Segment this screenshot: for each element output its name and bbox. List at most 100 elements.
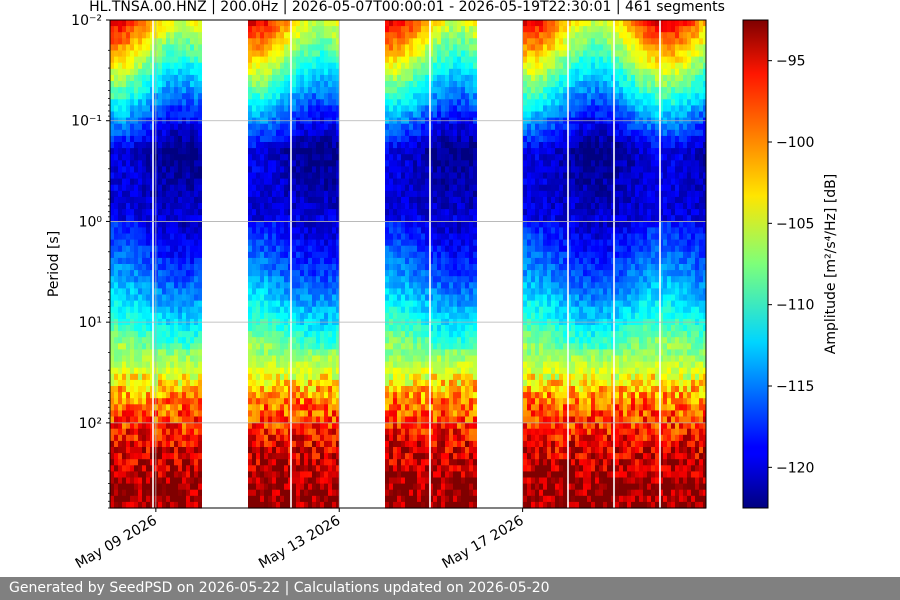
psd-cell <box>308 50 312 58</box>
psd-cell <box>198 361 202 369</box>
psd-cell <box>138 209 142 216</box>
psd-cell <box>312 337 316 344</box>
psd-cell <box>186 93 190 100</box>
psd-cell <box>312 44 316 52</box>
psd-cell <box>324 471 328 479</box>
psd-cell <box>421 215 425 222</box>
psd-cell <box>174 62 178 70</box>
psd-cell <box>158 190 162 198</box>
psd-cell <box>304 160 308 167</box>
psd-cell <box>304 483 308 491</box>
psd-cell <box>146 325 150 332</box>
psd-cell <box>425 87 429 94</box>
psd-cell <box>182 282 186 289</box>
psd-cell <box>114 38 118 45</box>
psd-cell <box>413 447 417 454</box>
psd-cell <box>260 148 264 155</box>
psd-cell <box>264 129 268 137</box>
psd-cell <box>292 111 296 119</box>
psd-cell <box>194 306 198 314</box>
psd-cell <box>409 306 413 314</box>
psd-cell <box>288 105 292 113</box>
psd-cell <box>182 349 186 357</box>
psd-cell <box>413 190 417 198</box>
psd-cell <box>300 361 304 369</box>
psd-cell <box>296 257 300 265</box>
psd-cell <box>162 416 166 424</box>
psd-cell <box>308 251 312 259</box>
psd-cell <box>336 178 339 186</box>
psd-cell <box>186 294 190 302</box>
psd-cell <box>190 87 194 94</box>
psd-cell <box>328 227 332 235</box>
psd-cell <box>312 245 316 253</box>
psd-cell <box>413 129 417 137</box>
psd-cell <box>308 233 312 241</box>
psd-cell <box>118 422 122 430</box>
psd-cell <box>260 245 264 253</box>
psd-cell <box>401 495 405 503</box>
psd-cell <box>114 294 118 302</box>
psd-cell <box>385 471 389 479</box>
psd-cell <box>312 166 316 174</box>
psd-cell <box>401 288 405 296</box>
psd-cell <box>389 276 393 283</box>
psd-cell <box>178 20 182 27</box>
psd-cell <box>320 62 324 70</box>
psd-cell <box>268 257 272 265</box>
psd-cell <box>437 306 441 314</box>
psd-cell <box>182 483 186 491</box>
psd-cell <box>182 331 186 338</box>
psd-cell <box>328 276 332 283</box>
psd-cell <box>401 172 405 180</box>
psd-cell <box>385 221 389 228</box>
psd-cell <box>276 325 280 332</box>
psd-cell <box>174 111 178 119</box>
psd-cell <box>122 99 126 106</box>
psd-cell <box>433 434 437 442</box>
psd-cell <box>336 129 339 137</box>
psd-cell <box>405 410 409 418</box>
psd-cell <box>292 233 296 241</box>
psd-cell <box>264 215 268 222</box>
psd-cell <box>320 239 324 247</box>
psd-cell <box>264 264 268 271</box>
psd-cell <box>284 331 288 338</box>
psd-cell <box>264 465 268 472</box>
psd-cell <box>425 367 429 375</box>
psd-cell <box>186 111 190 119</box>
psd-cell <box>296 135 300 143</box>
psd-cell <box>320 233 324 241</box>
psd-cell <box>194 264 198 271</box>
psd-cell <box>272 38 276 45</box>
psd-cell <box>433 325 437 332</box>
psd-cell <box>256 32 260 39</box>
psd-cell <box>288 38 292 45</box>
psd-cell <box>194 44 198 52</box>
psd-cell <box>252 251 256 259</box>
psd-cell <box>397 20 401 27</box>
psd-cell <box>336 209 339 216</box>
psd-cell <box>284 245 288 253</box>
psd-cell <box>182 257 186 265</box>
psd-cell <box>190 306 194 314</box>
psd-cell <box>320 392 324 399</box>
psd-cell <box>150 68 154 76</box>
psd-cell <box>158 416 162 424</box>
psd-cell <box>304 416 308 424</box>
psd-cell <box>130 501 134 509</box>
psd-cell <box>158 81 162 88</box>
psd-cell <box>385 465 389 472</box>
psd-cell <box>146 215 150 222</box>
psd-cell <box>433 50 437 58</box>
psd-cell <box>186 129 190 137</box>
psd-segment-column <box>308 20 312 509</box>
psd-cell <box>182 373 186 381</box>
psd-cell <box>268 20 272 27</box>
psd-cell <box>182 447 186 454</box>
psd-cell <box>417 495 421 503</box>
psd-cell <box>134 495 138 503</box>
psd-cell <box>284 276 288 283</box>
psd-cell <box>264 93 268 100</box>
psd-cell <box>328 331 332 338</box>
